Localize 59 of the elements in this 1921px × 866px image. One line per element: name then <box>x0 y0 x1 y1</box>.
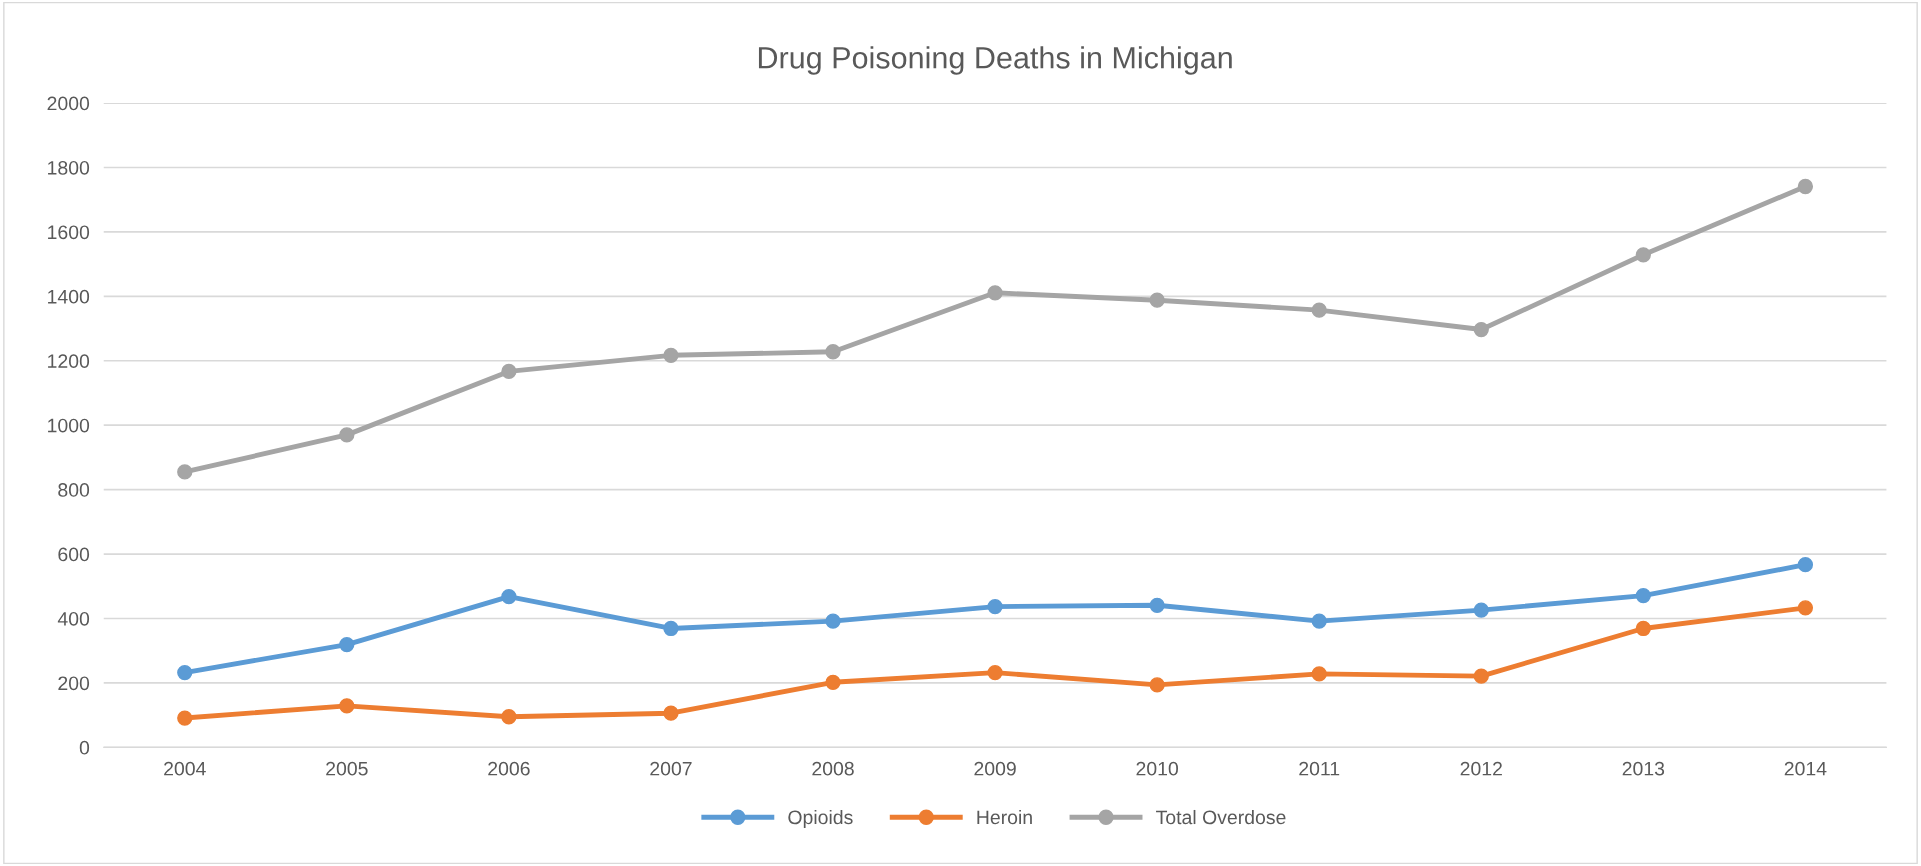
x-tick-label: 2012 <box>1460 761 1502 776</box>
y-tick-label: 600 <box>58 547 90 562</box>
point <box>1311 666 1327 682</box>
point <box>1797 557 1814 573</box>
x-tick-label: 2005 <box>326 761 368 776</box>
point <box>339 427 355 443</box>
legend-label: Heroin <box>977 809 1032 825</box>
point <box>501 588 517 605</box>
x-tick-label: 2008 <box>812 761 854 776</box>
point <box>1149 677 1165 693</box>
point <box>663 347 679 363</box>
y-tick-label: 1600 <box>48 225 90 240</box>
y-tick-label: 2000 <box>47 96 90 111</box>
y-tick-label: 1200 <box>48 354 90 369</box>
y-tick-label: 1000 <box>48 418 90 433</box>
point <box>339 698 355 714</box>
x-tick-label: 2013 <box>1622 761 1665 776</box>
point <box>177 664 193 681</box>
y-tick-label: 1400 <box>48 289 90 304</box>
point <box>663 620 679 637</box>
point <box>177 710 193 726</box>
y-tick-label: 800 <box>58 483 90 497</box>
point <box>1635 620 1651 637</box>
y-tick-label: 0 <box>79 740 90 755</box>
point <box>1473 321 1489 338</box>
x-tick-label: 2006 <box>488 761 530 776</box>
point <box>663 705 679 721</box>
point <box>987 285 1003 301</box>
point <box>987 664 1003 681</box>
point <box>1149 292 1165 308</box>
point <box>1635 587 1651 604</box>
point <box>1311 613 1327 629</box>
x-tick-label: 2014 <box>1784 761 1827 776</box>
point <box>177 464 193 480</box>
x-tick-label: 2009 <box>974 761 1016 776</box>
point <box>825 613 841 629</box>
point <box>987 598 1003 615</box>
point <box>501 363 517 380</box>
chart-title: Drug Poisoning Deaths in Michigan <box>758 46 1232 75</box>
point <box>501 709 517 725</box>
point <box>825 674 841 690</box>
point <box>1797 178 1814 195</box>
y-tick-label: 400 <box>57 611 90 626</box>
point <box>1149 597 1165 613</box>
x-tick-label: 2011 <box>1299 761 1340 776</box>
point <box>1473 602 1489 618</box>
x-tick-label: 2004 <box>164 761 206 776</box>
x-tick-label: 2010 <box>1136 761 1179 776</box>
point <box>1311 302 1327 318</box>
point <box>1797 600 1814 616</box>
y-tick-label: 200 <box>58 676 90 691</box>
y-tick-label: 1800 <box>48 160 90 175</box>
point <box>825 344 841 360</box>
point <box>339 636 355 653</box>
x-tick-label: 2007 <box>650 761 692 776</box>
legend-label: Opioids <box>788 809 853 829</box>
point <box>1473 668 1489 684</box>
legend-label: Total Overdose <box>1156 809 1286 825</box>
point <box>1635 247 1651 263</box>
